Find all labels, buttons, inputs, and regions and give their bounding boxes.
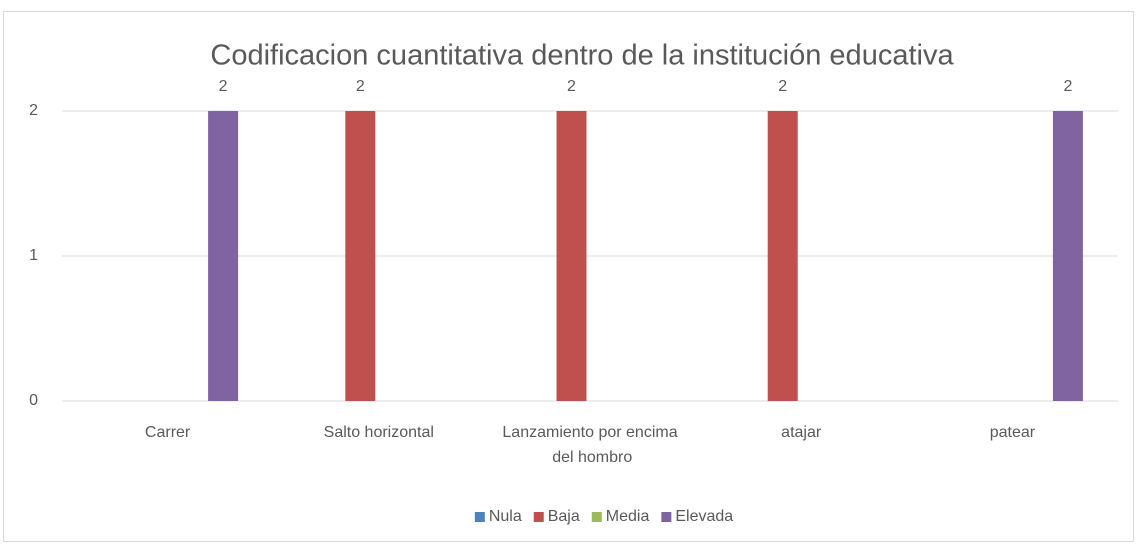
y-tick-label: 0 [29, 392, 38, 409]
bar [208, 111, 239, 401]
data-label: 2 [1063, 78, 1072, 95]
bar [767, 111, 798, 401]
x-tick-label: patear [990, 424, 1036, 441]
data-label: 2 [567, 78, 576, 95]
legend-label: Media [606, 508, 650, 525]
legend-label: Baja [548, 508, 580, 525]
data-label: 2 [778, 78, 787, 95]
legend-swatch [661, 512, 672, 522]
legend-label: Elevada [675, 508, 733, 525]
bar [345, 111, 376, 401]
legend-swatch [591, 512, 602, 522]
y-tick-label: 1 [29, 247, 38, 264]
chart-title: Codificacion cuantitativa dentro de la i… [210, 40, 954, 72]
data-label: 2 [356, 78, 365, 95]
x-tick-label: atajar [781, 424, 822, 441]
bar [556, 111, 587, 401]
legend-swatch [533, 512, 544, 522]
x-tick-label: Salto horizontal [324, 424, 434, 441]
data-label: 2 [219, 78, 228, 95]
y-tick-label: 2 [29, 102, 38, 119]
x-tick-label: Carrer [145, 424, 191, 441]
legend-swatch [474, 512, 485, 522]
x-tick-label: Lanzamiento por encima del hombro [502, 424, 677, 466]
bar [1052, 111, 1083, 401]
legend-label: Nula [489, 508, 522, 525]
